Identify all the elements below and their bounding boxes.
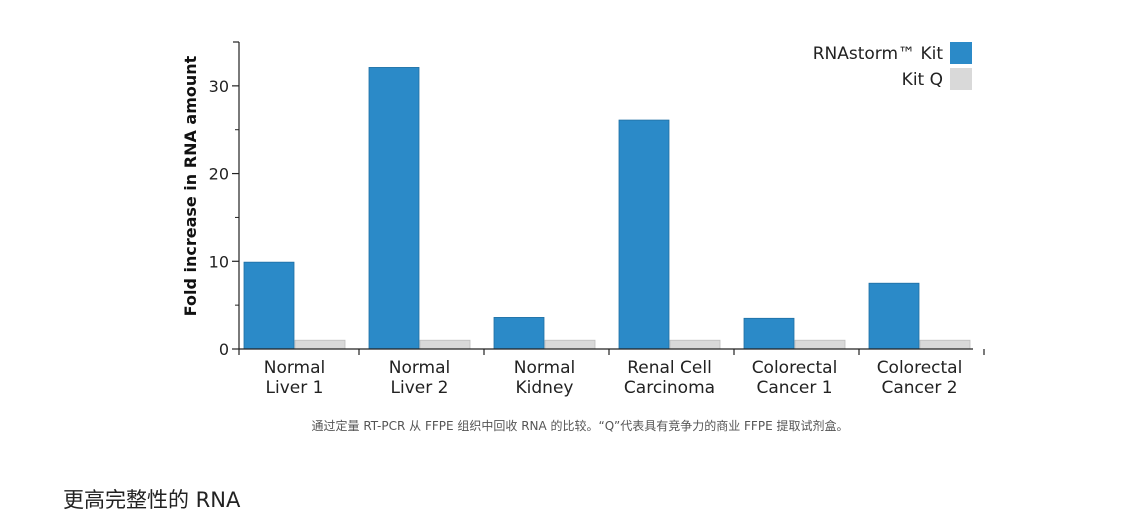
bar-rnastorm-2 bbox=[493, 317, 545, 350]
section-title: 更高完整性的 RNA bbox=[63, 488, 241, 512]
bar-kitq-1 bbox=[419, 339, 471, 350]
x-category-label-4-1: Cancer 1 bbox=[756, 378, 832, 398]
bar-rnastorm-5 bbox=[868, 282, 920, 350]
legend-label-1: Kit Q bbox=[902, 70, 943, 90]
x-category-label-3-0: Renal Cell bbox=[627, 358, 712, 378]
x-category-label-1-1: Liver 2 bbox=[391, 378, 449, 398]
y-tick-label-30: 30 bbox=[209, 77, 229, 96]
x-category-label-0-0: Normal bbox=[264, 358, 326, 378]
bar-rnastorm-1 bbox=[368, 67, 420, 350]
bar-kitq-3 bbox=[669, 339, 721, 350]
bar-kitq-5 bbox=[919, 339, 971, 350]
y-tick-label-20: 20 bbox=[209, 165, 229, 184]
figure-caption: 通过定量 RT-PCR 从 FFPE 组织中回收 RNA 的比较。“Q”代表具有… bbox=[311, 419, 849, 433]
x-category-label-5-0: Colorectal bbox=[877, 358, 963, 378]
x-category-label-4-0: Colorectal bbox=[752, 358, 838, 378]
legend-swatch-1 bbox=[950, 68, 972, 90]
legend-label-0: RNAstorm™ Kit bbox=[813, 44, 944, 64]
x-category-label-3-1: Carcinoma bbox=[624, 378, 715, 398]
y-axis-label: Fold increase in RNA amount bbox=[181, 55, 200, 316]
bar-kitq-0 bbox=[294, 339, 346, 350]
y-tick-label-0: 0 bbox=[219, 340, 229, 359]
x-category-label-5-1: Cancer 2 bbox=[881, 378, 957, 398]
bar-rnastorm-4 bbox=[743, 317, 795, 350]
bar-kitq-4 bbox=[794, 339, 846, 350]
bar-kitq-2 bbox=[544, 339, 596, 350]
legend-swatch-0 bbox=[950, 42, 972, 64]
bar-rnastorm-0 bbox=[243, 261, 295, 350]
bar-rnastorm-3 bbox=[618, 119, 670, 350]
x-category-label-0-1: Liver 1 bbox=[266, 378, 324, 398]
x-category-label-1-0: Normal bbox=[389, 358, 451, 378]
y-tick-label-10: 10 bbox=[209, 252, 229, 271]
x-category-label-2-1: Kidney bbox=[516, 378, 574, 398]
x-category-label-2-0: Normal bbox=[514, 358, 576, 378]
